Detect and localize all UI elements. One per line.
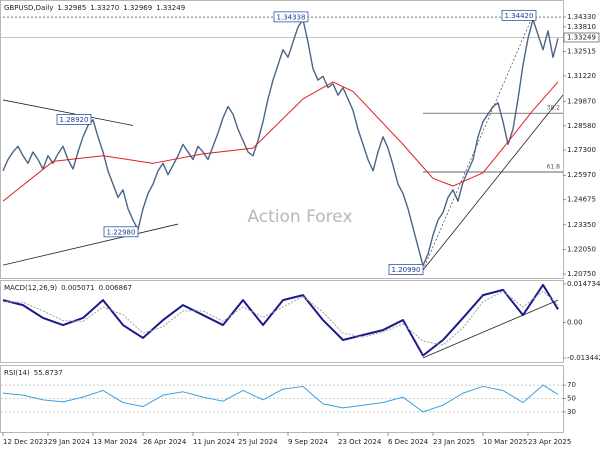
y-tick-label: 1.31220 <box>567 72 596 80</box>
header-value: 1.33270 <box>90 4 119 12</box>
y-tick-label: 1.27300 <box>567 146 596 154</box>
x-tick-label: 9 Sep 2024 <box>288 438 328 446</box>
y-tick-label: -0.013442 <box>567 354 600 362</box>
watermark: Action Forex <box>247 207 352 227</box>
annotation-label: 1.28920 <box>60 116 89 124</box>
series-line <box>2 18 559 267</box>
header-value: 1.32969 <box>123 4 152 12</box>
annotation-box <box>388 264 424 275</box>
y-tick-label: 30 <box>567 408 576 416</box>
panel-frame <box>0 0 564 279</box>
series-line <box>2 384 559 413</box>
fib-label: 61.8 <box>547 164 561 171</box>
y-tick-label: 1.25970 <box>567 171 596 179</box>
x-tick-label: 29 Jan 2024 <box>48 438 91 446</box>
fib-label: 38.2 <box>547 105 561 112</box>
header-value: 0.005071 <box>61 284 94 292</box>
panel-title: RSI(14) <box>4 369 30 377</box>
y-tick-label: 0.00 <box>567 319 583 327</box>
y-tick-label: 1.29870 <box>567 97 596 105</box>
y-tick-label: 1.23350 <box>567 221 596 229</box>
x-tick-label: 13 Mar 2024 <box>93 438 138 446</box>
x-tick-label: 23 Oct 2024 <box>338 438 382 446</box>
panel-header: MACD(12,26,9) 0.005071 0.006867 <box>4 284 132 292</box>
panel-title: MACD(12,26,9) <box>4 284 57 292</box>
y-tick-label: 0.014734 <box>567 280 600 288</box>
y-tick-label: 1.22050 <box>567 245 596 253</box>
annotation: 1.34338 <box>273 11 309 23</box>
series-line <box>2 81 559 202</box>
current-price-box <box>563 32 600 43</box>
series-line <box>2 283 559 357</box>
x-tick-label: 11 Jun 2024 <box>193 438 236 446</box>
annotation-label: 1.34420 <box>505 12 534 20</box>
annotation-box <box>501 9 537 21</box>
y-tick-label: 1.28580 <box>567 122 596 130</box>
x-tick-label: 25 Jul 2024 <box>238 438 278 446</box>
x-tick-label: 12 Dec 2023 <box>3 438 48 446</box>
annotation-label: 1.34338 <box>277 13 306 21</box>
header-value: 0.006867 <box>99 284 132 292</box>
annotation-box <box>56 114 92 125</box>
y-tick-label: 70 <box>567 381 576 389</box>
panel-header: RSI(14) 55.8737 <box>4 369 63 377</box>
trendline <box>422 299 559 359</box>
annotation: 1.34420 <box>501 9 537 21</box>
annotation-box <box>103 226 139 238</box>
panel-frame <box>0 280 564 363</box>
annotation-label: 1.20990 <box>392 266 421 274</box>
y-tick-label: 50 <box>567 395 576 403</box>
annotation: 1.28920 <box>56 114 92 125</box>
header-value: 1.33249 <box>156 4 185 12</box>
trendline <box>2 99 134 126</box>
y-tick-label: 1.34330 <box>567 13 596 21</box>
header-value: 55.8737 <box>34 369 63 377</box>
x-tick-label: 23 Jan 2025 <box>433 438 475 446</box>
trendline <box>422 94 564 271</box>
y-tick-label: 1.33810 <box>567 23 596 31</box>
trendline <box>2 223 179 266</box>
header-value: 1.32985 <box>57 4 86 12</box>
annotation: 1.20990 <box>388 264 424 275</box>
annotation-label: 1.22980 <box>107 228 136 236</box>
panel-frame <box>0 365 564 433</box>
x-tick-label: 26 Apr 2024 <box>143 438 187 446</box>
y-tick-label: 1.24675 <box>567 196 596 204</box>
x-tick-label: 10 Mar 2025 <box>483 438 527 446</box>
y-tick-label: 1.32515 <box>567 47 596 55</box>
current-price-label: 1.33249 <box>567 33 596 41</box>
x-tick-label: 23 Apr 2025 <box>528 438 571 446</box>
y-tick-label: 1.20750 <box>567 270 596 278</box>
panel-title: GBPUSD,Daily <box>4 4 53 12</box>
annotation-box <box>273 11 309 23</box>
panel-header: GBPUSD,Daily 1.32985 1.33270 1.32969 1.33249 <box>4 4 185 12</box>
annotation: 1.22980 <box>103 226 139 238</box>
x-tick-label: 6 Dec 2024 <box>388 438 429 446</box>
series-line <box>2 290 559 346</box>
